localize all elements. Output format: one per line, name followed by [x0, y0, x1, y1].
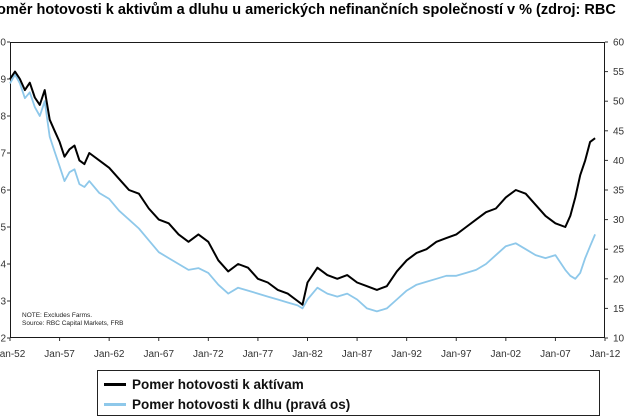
y-right-tick-label-4: 30 [613, 215, 625, 226]
x-tick-label-6: Jan-82 [292, 349, 323, 360]
y-right-tick-label-6: 40 [613, 156, 625, 167]
x-tick-label-2: Jan-62 [94, 349, 125, 360]
x-tick-label-7: Jan-87 [342, 349, 373, 360]
y-right-tick-label-9: 55 [613, 67, 625, 78]
y-left-tick-label-8: 10 [0, 38, 6, 49]
chart-title-text: oměr hotovosti k aktivům a dluhu u ameri… [0, 2, 616, 18]
legend-item-assets: Pomer hotovosti k aktívam [104, 375, 304, 393]
plot-area [10, 42, 605, 338]
x-tick-label-9: Jan-97 [441, 349, 472, 360]
x-tick-label-3: Jan-67 [143, 349, 174, 360]
y-left-tick-label-4: 6 [0, 186, 6, 197]
y-right-tick-label-5: 35 [613, 186, 625, 197]
y-left-tick-label-1: 3 [0, 297, 6, 308]
y-right-tick-label-1: 15 [613, 304, 625, 315]
y-right-tick-label-0: 10 [613, 334, 625, 345]
x-tick-label-4: Jan-72 [193, 349, 224, 360]
x-tick-label-0: Jan-52 [0, 349, 26, 360]
legend-item-debt: Pomer hotovosti k dlhu (pravá os) [104, 395, 350, 413]
series-line-cash-to-debt [9, 73, 596, 313]
y-left-tick-label-5: 7 [0, 149, 6, 160]
y-left-tick-label-0: 2 [0, 334, 6, 345]
x-tick-label-12: Jan-12 [590, 349, 621, 360]
y-right-tick-label-3: 25 [613, 245, 625, 256]
y-right-tick-label-2: 20 [613, 274, 625, 285]
legend-label-assets: Pomer hotovosti k aktívam [132, 376, 304, 392]
x-tick-label-11: Jan-07 [540, 349, 571, 360]
y-right-tick-label-7: 45 [613, 126, 625, 137]
series-line-cash-to-assets [9, 70, 596, 306]
y-right-tick-label-10: 60 [613, 38, 625, 49]
y-left-tick-label-6: 8 [0, 112, 6, 123]
x-tick-label-1: Jan-57 [44, 349, 75, 360]
y-left-tick-label-2: 4 [0, 260, 6, 271]
note-line-1: NOTE: Excludes Farms. [22, 312, 93, 319]
y-left-tick-label-3: 5 [0, 223, 6, 234]
legend-swatch-debt [104, 402, 126, 406]
note-line-2: Source: RBC Capital Markets, FRB [22, 320, 124, 327]
y-right-tick-label-8: 50 [613, 97, 625, 108]
chart-legend: Pomer hotovosti k aktívam Pomer hotovost… [97, 370, 600, 416]
chart-title: oměr hotovosti k aktivům a dluhu u ameri… [0, 2, 640, 24]
legend-label-debt: Pomer hotovosti k dlhu (pravá os) [132, 396, 351, 412]
legend-swatch-assets [104, 382, 126, 386]
x-tick-label-10: Jan-02 [491, 349, 522, 360]
x-tick-label-8: Jan-92 [391, 349, 422, 360]
chart-note: NOTE: Excludes Farms. Source: RBC Capita… [22, 312, 124, 328]
y-left-tick-label-7: 9 [0, 75, 6, 86]
x-tick-label-5: Jan-77 [243, 349, 274, 360]
